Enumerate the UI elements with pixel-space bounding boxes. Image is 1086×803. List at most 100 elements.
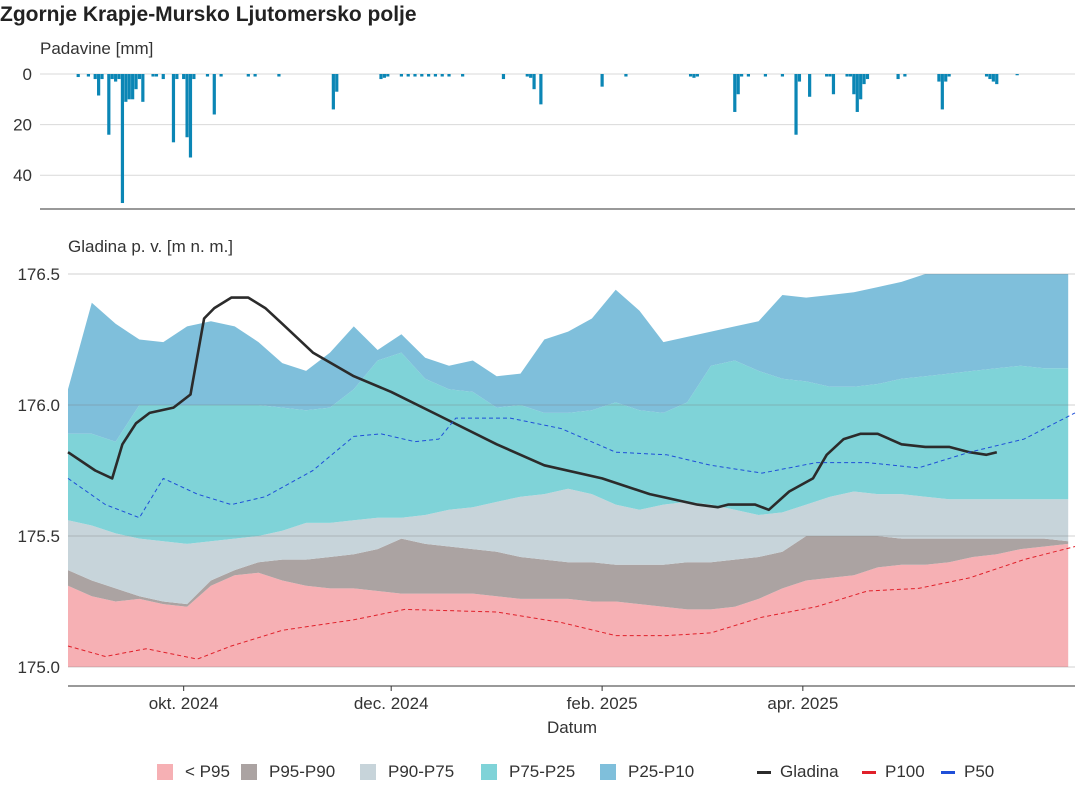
legend-item-gladina[interactable]: Gladina [757, 762, 839, 782]
legend-label: < P95 [185, 762, 230, 781]
precip-bar [188, 74, 193, 158]
precip-bar [624, 74, 628, 77]
precip-bar [947, 74, 951, 77]
precip-bar [746, 74, 751, 77]
precip-bar [151, 74, 155, 77]
precip-bar [382, 74, 386, 78]
precip-bar [991, 74, 995, 82]
precip-bar [529, 74, 533, 78]
precip-bar [532, 74, 536, 90]
precip-bar [182, 74, 186, 80]
legend-label: P50 [964, 762, 995, 781]
x-tick-label: okt. 2024 [149, 694, 219, 713]
precip-bar [107, 74, 111, 135]
precip-bar [862, 74, 866, 85]
precip-bar [828, 74, 832, 77]
precip-bar [692, 74, 696, 78]
legend-label: Gladina [780, 762, 839, 781]
legend-swatch [600, 764, 616, 780]
precip-bar [212, 74, 216, 115]
precipitation-panel: Padavine [mm] 0 20 40 [13, 39, 1075, 210]
precip-bar [277, 74, 281, 77]
precip-axis-title: Padavine [mm] [40, 39, 153, 58]
band-p25-p10 [68, 274, 1069, 442]
precip-bar [740, 74, 744, 77]
precip-bar [100, 74, 104, 80]
precip-bar [794, 74, 798, 135]
legend-item-p75-p25[interactable]: P75-P25 [481, 762, 575, 782]
legend-item-p95-p90[interactable]: P95-P90 [241, 762, 335, 782]
series-line-gladina [67, 296, 998, 512]
band-p95 [68, 543, 1069, 667]
precip-bar [134, 74, 138, 90]
precip-bar [736, 74, 740, 95]
band-p90-p75 [68, 488, 1069, 605]
legend-item-p95[interactable]: < P95 [157, 762, 230, 782]
legend-swatch [941, 770, 955, 774]
legend: < P95 P95-P90 P90-P75 P75-P25 P25-P10 Gl… [0, 762, 1086, 788]
precip-bar [246, 74, 250, 77]
precip-bar [855, 74, 859, 112]
precip-bar [413, 74, 417, 77]
legend-label: P75-P25 [509, 762, 576, 781]
precip-bar [335, 74, 339, 92]
legend-item-p50[interactable]: P50 [941, 762, 994, 782]
water-level-panel: Gladina p. v. [m n. m.] 175.0 175.5 176.0 17… [17, 237, 1076, 737]
precip-bar [420, 74, 424, 77]
legend-label: P90-P75 [388, 762, 455, 781]
precip-tick-label: 40 [13, 166, 32, 185]
legend-swatch [862, 770, 876, 774]
precip-bar [253, 74, 257, 77]
precip-bar [86, 74, 91, 77]
precip-bar [825, 74, 829, 77]
legend-swatch [157, 764, 173, 780]
precip-bar [984, 74, 989, 77]
precip-bar [447, 74, 451, 77]
legend-item-p90-p75[interactable]: P90-P75 [360, 762, 454, 782]
precip-bar [219, 74, 223, 77]
precip-bar [440, 74, 444, 77]
legend-swatch [757, 770, 771, 774]
legend-label: P100 [885, 762, 925, 781]
x-tick-label: feb. 2025 [567, 694, 638, 713]
precip-bar [733, 74, 737, 112]
precip-bar [937, 74, 941, 82]
legend-label: P95-P90 [269, 762, 336, 781]
precip-bar [131, 74, 135, 100]
precip-bar [988, 74, 992, 80]
level-tick-label: 176.5 [17, 265, 60, 284]
precip-bar [117, 74, 121, 80]
precip-bar [110, 74, 114, 80]
precip-bar [525, 74, 529, 77]
legend-swatch [241, 764, 257, 780]
precip-bar [399, 74, 403, 77]
precip-bar [688, 74, 693, 77]
precip-bar [845, 74, 849, 77]
x-axis-title: Datum [547, 718, 597, 737]
precip-bar [903, 74, 907, 77]
precip-bar [461, 74, 465, 77]
precip-bar [175, 74, 179, 80]
precip-bar [944, 74, 948, 82]
series-line-p100 [67, 546, 1076, 660]
chart: Padavine [mm] 0 20 40 Gladina p. v. [m n. m… [13, 39, 1076, 737]
precip-bar [185, 74, 189, 138]
precip-bar [695, 74, 699, 77]
legend-item-p100[interactable]: P100 [862, 762, 925, 782]
precip-tick-label: 20 [13, 116, 32, 135]
precip-tick-label: 0 [23, 65, 32, 84]
legend-swatch [360, 764, 376, 780]
x-tick-label: apr. 2025 [767, 694, 838, 713]
precip-bar [427, 74, 431, 77]
precip-bar [124, 74, 128, 102]
series-line-p50 [67, 412, 1076, 519]
precip-bar [808, 74, 812, 97]
precip-bar [161, 74, 165, 80]
legend-item-p25-p10[interactable]: P25-P10 [600, 762, 694, 782]
band-p95-p90 [68, 536, 1069, 610]
precip-bar [154, 74, 159, 77]
precip-bar [141, 74, 145, 102]
precip-bar [995, 74, 999, 85]
precip-bar [205, 74, 210, 77]
legend-label: P25-P10 [628, 762, 695, 781]
